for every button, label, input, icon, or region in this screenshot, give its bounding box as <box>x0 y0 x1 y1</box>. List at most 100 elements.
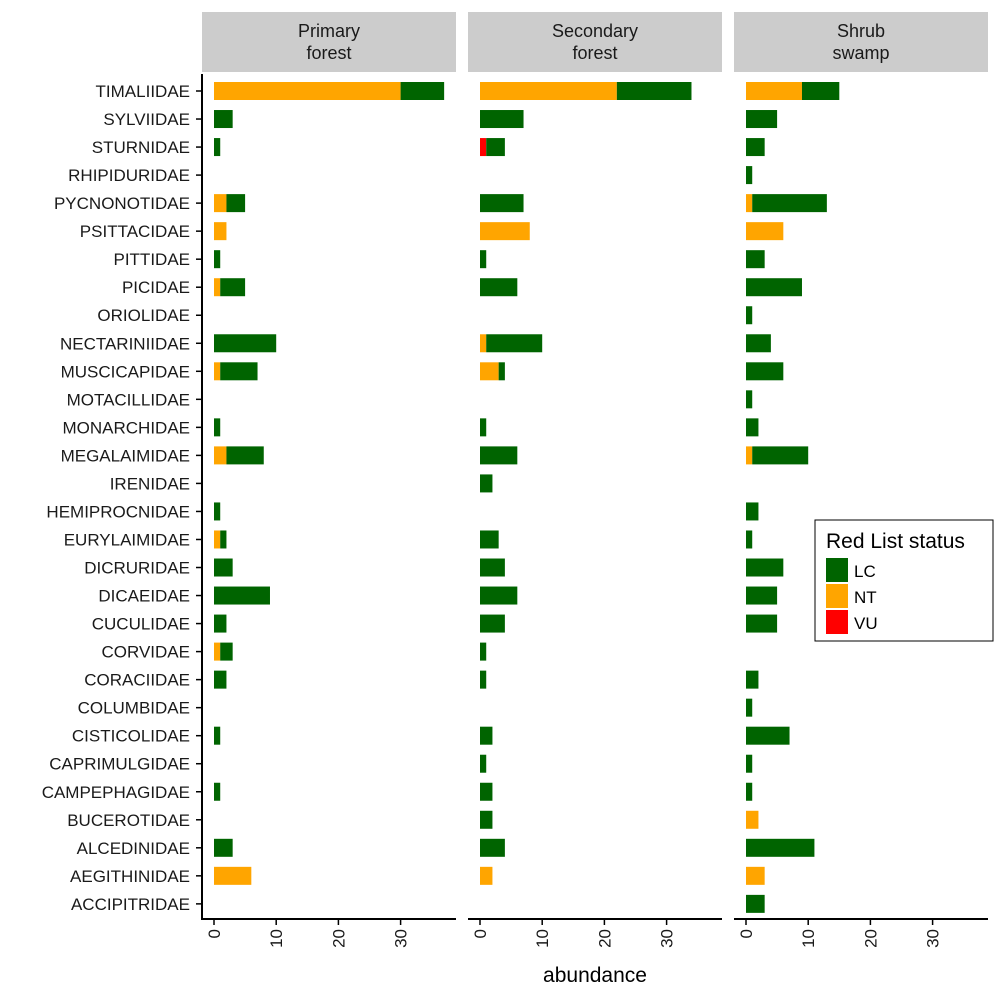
bar-lc-hemiprocnidae <box>214 502 221 521</box>
bar-lc-pycnonotidae <box>752 194 827 213</box>
y-tick-label: ALCEDINIDAE <box>77 839 190 858</box>
y-tick-label: DICAEIDAE <box>98 587 190 606</box>
bar-lc-muscicapidae <box>498 362 505 381</box>
bar-lc-coraciidae <box>214 670 227 689</box>
bars-layer <box>214 82 840 913</box>
facet-strip-label: swamp <box>832 43 889 63</box>
y-tick-label: NECTARINIIDAE <box>60 334 190 353</box>
bar-nt-pycnonotidae <box>214 194 227 213</box>
bar-lc-oriolidae <box>746 306 753 325</box>
bar-nt-aegithinidae <box>480 866 493 885</box>
facet-strip-label: Secondary <box>552 21 638 41</box>
bar-lc-megalaimidae <box>752 446 809 465</box>
bar-lc-cuculidae <box>214 614 227 633</box>
bar-nt-aegithinidae <box>214 866 252 885</box>
bar-nt-timaliidae <box>746 82 802 100</box>
y-tick-label: COLUMBIDAE <box>78 699 190 718</box>
bar-lc-dicruridae <box>746 558 784 577</box>
bar-nt-megalaimidae <box>746 446 753 465</box>
bar-lc-coraciidae <box>746 670 759 689</box>
bar-lc-nectariniidae <box>746 334 771 353</box>
bar-nt-bucerotidae <box>746 810 759 829</box>
bar-lc-pycnonotidae <box>226 194 246 213</box>
bar-lc-megalaimidae <box>226 446 264 465</box>
bar-lc-caprimulgidae <box>746 754 753 773</box>
bar-nt-picidae <box>214 278 221 297</box>
bar-lc-rhipiduridae <box>746 166 753 185</box>
bar-nt-muscicapidae <box>480 362 499 381</box>
y-tick-label: CAMPEPHAGIDAE <box>42 783 190 802</box>
bar-nt-psittacidae <box>746 222 784 241</box>
bar-lc-corvidae <box>220 642 233 661</box>
legend-key-vu <box>826 610 848 634</box>
y-tick-label: HEMIPROCNIDAE <box>46 502 190 521</box>
y-tick-label: STURNIDAE <box>92 138 190 157</box>
bar-nt-timaliidae <box>214 82 401 100</box>
bar-nt-pycnonotidae <box>746 194 753 213</box>
bar-lc-cuculidae <box>480 614 505 633</box>
y-tick-label: PSITTACIDAE <box>80 222 190 241</box>
bar-nt-megalaimidae <box>214 446 227 465</box>
facet-strip <box>202 12 456 72</box>
y-tick-label: PITTIDAE <box>113 250 190 269</box>
facet-strip-label: Primary <box>298 21 360 41</box>
bar-lc-sylviidae <box>480 110 524 129</box>
bar-nt-psittacidae <box>214 222 227 241</box>
y-tick-label: CORVIDAE <box>102 643 191 662</box>
bar-lc-cisticolidae <box>480 726 493 745</box>
x-tick-label: 30 <box>924 929 943 948</box>
y-tick-label: TIMALIIDAE <box>96 82 190 101</box>
x-tick-label: 0 <box>205 929 224 938</box>
x-axes: 0 10 20 30 0 10 20 30 0 10 20 30 <box>202 918 988 948</box>
bar-lc-hemiprocnidae <box>746 502 759 521</box>
y-tick-label: DICRURIDAE <box>84 559 190 578</box>
legend-entries: LC NT VU <box>826 558 878 634</box>
bar-lc-dicaeidae <box>214 586 270 605</box>
bar-lc-alcedinidae <box>480 838 505 857</box>
y-tick-label: CORACIIDAE <box>84 671 190 690</box>
y-tick-label: EURYLAIMIDAE <box>64 530 190 549</box>
bar-nt-nectariniidae <box>480 334 487 353</box>
bar-lc-dicruridae <box>214 558 233 577</box>
bar-lc-cuculidae <box>746 614 778 633</box>
bar-nt-psittacidae <box>480 222 530 241</box>
bar-vu-sturnidae <box>480 138 487 157</box>
y-tick-label: CAPRIMULGIDAE <box>49 755 190 774</box>
bar-lc-timaliidae <box>400 82 445 100</box>
y-tick-label: RHIPIDURIDAE <box>68 166 190 185</box>
bar-lc-accipitridae <box>746 894 765 913</box>
bar-lc-caprimulgidae <box>480 754 487 773</box>
y-tick-label: MOTACILLIDAE <box>67 390 190 409</box>
bar-lc-bucerotidae <box>480 810 493 829</box>
bar-lc-picidae <box>746 278 802 297</box>
x-tick-label: 10 <box>533 929 552 948</box>
bar-lc-megalaimidae <box>480 446 518 465</box>
bar-lc-cisticolidae <box>214 726 221 745</box>
bar-lc-dicruridae <box>480 558 505 577</box>
x-tick-label: 20 <box>595 929 614 948</box>
y-tick-label: AEGITHINIDAE <box>70 867 190 886</box>
x-axis-title: abundance <box>543 964 647 987</box>
facet-strip-label: forest <box>572 43 617 63</box>
bar-lc-campephagidae <box>214 782 221 801</box>
bar-lc-alcedinidae <box>214 838 233 857</box>
bar-lc-nectariniidae <box>214 334 277 353</box>
bar-lc-eurylaimidae <box>746 530 753 549</box>
legend-label-vu: VU <box>854 614 878 633</box>
bar-lc-monarchidae <box>480 418 487 437</box>
legend-label-nt: NT <box>854 588 877 607</box>
y-axis: TIMALIIDAE SYLVIIDAE STURNIDAE RHIPIDURIDAE… <box>42 74 203 920</box>
legend-key-nt <box>826 584 848 608</box>
bar-lc-pittidae <box>746 250 765 269</box>
x-tick-label: 30 <box>658 929 677 948</box>
y-tick-label: BUCEROTIDAE <box>67 811 190 830</box>
y-tick-label: IRENIDAE <box>110 474 190 493</box>
legend: Red List status LC NT VU <box>814 519 994 642</box>
bar-nt-eurylaimidae <box>214 530 221 549</box>
bar-lc-cisticolidae <box>746 726 790 745</box>
y-tick-label: PYCNONOTIDAE <box>54 194 190 213</box>
x-tick-label: 10 <box>799 929 818 948</box>
x-tick-label: 10 <box>267 929 286 948</box>
